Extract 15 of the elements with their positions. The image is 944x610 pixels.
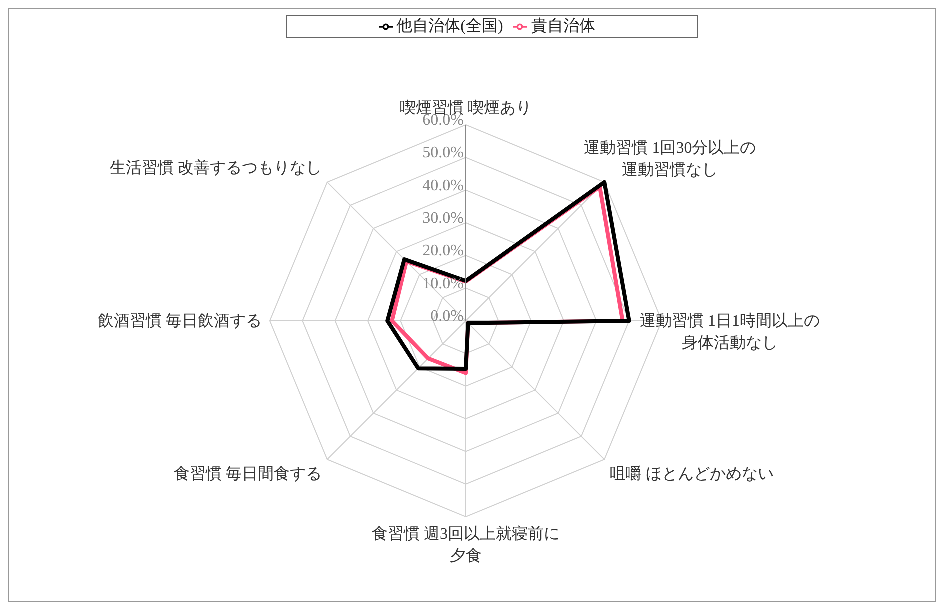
spoke-label: 咀嚼 ほとんどかめない [610,465,774,484]
spoke-label: 飲酒習慣 毎日飲酒する [98,312,262,330]
y-tick-label: 40.0% [422,177,464,194]
y-tick-label: 10.0% [422,275,464,292]
spoke-label: 運動習慣 1日1時間以上の身体活動なし [640,312,820,352]
y-tick-label: 20.0% [422,242,464,260]
y-tick-label: 30.0% [422,210,464,227]
legend-label: 他自治体(全国) [396,18,504,35]
spoke-label: 運動習慣 1回30分以上の運動習慣なし [584,138,756,179]
y-tick-label: 0.0% [430,308,464,325]
y-tick-label: 50.0% [422,144,464,162]
spoke-label: 生活習慣 改善するつもりなし [110,158,322,177]
legend-label: 貴自治体 [531,18,596,35]
spoke-label: 食習慣 毎日間食する [174,465,322,484]
spoke-label: 食習慣 週3回以上就寝前に夕食 [372,525,560,565]
